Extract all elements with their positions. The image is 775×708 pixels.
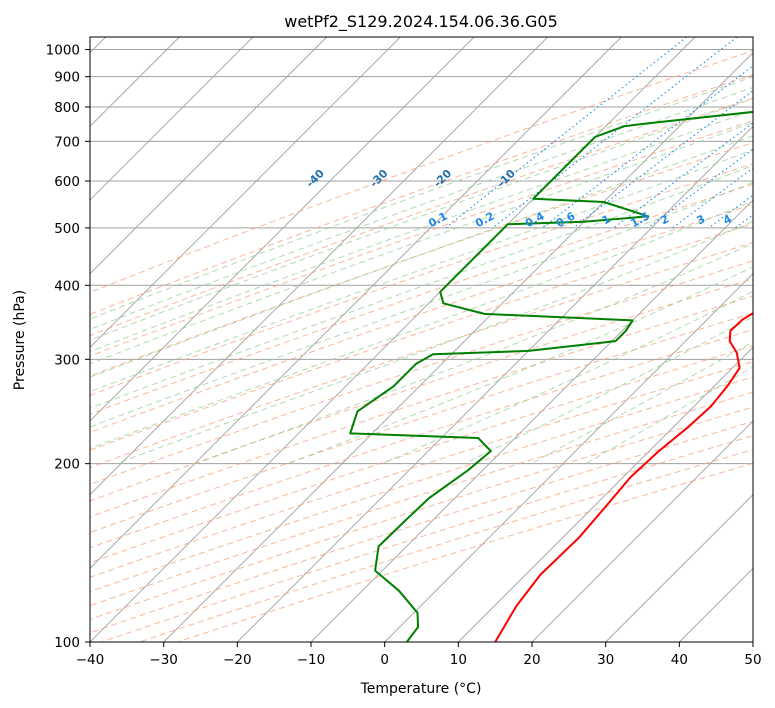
mixing-ratio-line	[672, 167, 753, 229]
temperature-profile-line	[494, 311, 753, 642]
x-tick-label: −10	[297, 652, 326, 668]
dry-adiabat-line	[177, 462, 753, 642]
x-tick-label: 20	[523, 652, 540, 668]
moist-adiabat-line	[90, 86, 753, 330]
y-axis-label: Pressure (hPa)	[12, 290, 28, 390]
moist-adiabat-line	[90, 200, 753, 449]
mixing-ratio-line	[734, 214, 753, 229]
moist-adiabat-line	[90, 135, 753, 378]
dry-adiabat-line	[90, 391, 753, 607]
dry-adiabat-line	[90, 260, 753, 485]
dry-adiabat-line	[90, 142, 753, 377]
dry-adiabat-line	[101, 435, 753, 642]
moist-adiabat-line	[90, 76, 753, 320]
x-tick-label: −30	[149, 652, 178, 668]
mixing-ratio-line	[492, 37, 738, 229]
x-tick-label: 50	[744, 652, 761, 668]
moist-adiabat-line	[530, 341, 753, 465]
mixing-ratio-line	[613, 122, 753, 229]
moist-adiabat-line	[463, 316, 753, 465]
x-tick-label: 30	[597, 652, 614, 668]
mixing-ratio-label: 0.6	[554, 209, 578, 230]
mixing-ratio-label: 1.5	[628, 209, 651, 230]
moist-adiabat-line	[90, 164, 753, 409]
y-tick-label: 300	[54, 352, 80, 368]
isotherm-line	[163, 52, 753, 642]
y-tick-label: 400	[54, 278, 80, 294]
dry-adiabat-label: -30	[367, 167, 390, 190]
y-tick-label: 500	[54, 221, 80, 237]
isotherm-line	[90, 37, 548, 496]
isotherm-line	[90, 37, 622, 569]
isotherm-line	[605, 494, 753, 642]
y-tick-label: 200	[54, 457, 80, 473]
isotherm-line	[458, 346, 753, 642]
isotherm-line	[90, 37, 401, 348]
mixing-ratio-label: 4	[721, 212, 734, 227]
mixing-ratio-label: 2	[658, 212, 671, 227]
dry-adiabat-line	[90, 223, 753, 451]
dry-adiabat-label: -40	[304, 167, 327, 190]
dry-adiabat-line	[90, 50, 753, 293]
dry-adiabat-line	[90, 329, 753, 549]
dry-adiabat-line	[90, 278, 753, 502]
dry-adiabat-line	[90, 74, 753, 315]
moist-adiabat-line	[381, 290, 753, 465]
isotherm-line	[90, 37, 696, 642]
chart-title: wetPf2_S129.2024.154.06.36.G05	[284, 12, 558, 32]
moist-adiabat-line	[90, 109, 753, 353]
moist-adiabat-line	[195, 242, 753, 465]
isotherm-line	[90, 37, 475, 422]
mixing-ratio-label: 0.4	[523, 209, 547, 230]
dewpoint-profile-line	[349, 110, 753, 642]
x-tick-label: −20	[223, 652, 252, 668]
isotherm-line	[90, 37, 254, 201]
x-tick-label: 10	[450, 652, 467, 668]
y-tick-label: 900	[54, 70, 80, 86]
y-tick-label: 700	[54, 134, 80, 150]
moist-adiabat-line	[90, 98, 753, 341]
isotherm-line	[679, 567, 753, 642]
y-tick-label: 800	[54, 100, 80, 116]
mixing-ratio-label: 6	[760, 212, 773, 227]
isotherm-line	[90, 37, 327, 275]
dry-adiabat-label: -10	[495, 167, 518, 190]
moist-adiabat-line	[116, 220, 753, 465]
y-tick-label: 600	[54, 174, 80, 190]
isotherm-line	[752, 641, 753, 642]
dry-adiabat-line	[90, 163, 753, 396]
mixing-ratio-line	[445, 37, 688, 229]
isotherm-line	[384, 273, 753, 642]
dry-adiabat-line	[90, 312, 753, 534]
dry-adiabat-label: -20	[431, 167, 454, 190]
isotherm-line	[310, 199, 753, 642]
moist-adiabat-line	[90, 121, 753, 365]
x-axis-label: Temperature (°C)	[360, 681, 482, 697]
x-tick-label: 40	[671, 652, 688, 668]
moist-adiabat-line	[90, 181, 753, 428]
isotherm-line	[237, 125, 753, 642]
plot-frame	[89, 36, 754, 643]
moist-adiabat-line	[90, 149, 753, 393]
mixing-ratio-line	[647, 148, 753, 229]
y-tick-label: 1000	[46, 43, 80, 59]
y-tick-label: 100	[54, 635, 80, 651]
dry-adiabat-line	[90, 97, 753, 337]
isotherm-line	[531, 420, 753, 642]
x-tick-label: 0	[380, 652, 389, 668]
mixing-ratio-line	[572, 90, 753, 229]
dry-adiabat-line	[90, 361, 753, 578]
mixing-ratio-label: 0.2	[473, 209, 496, 230]
x-tick-label: −40	[76, 652, 105, 668]
